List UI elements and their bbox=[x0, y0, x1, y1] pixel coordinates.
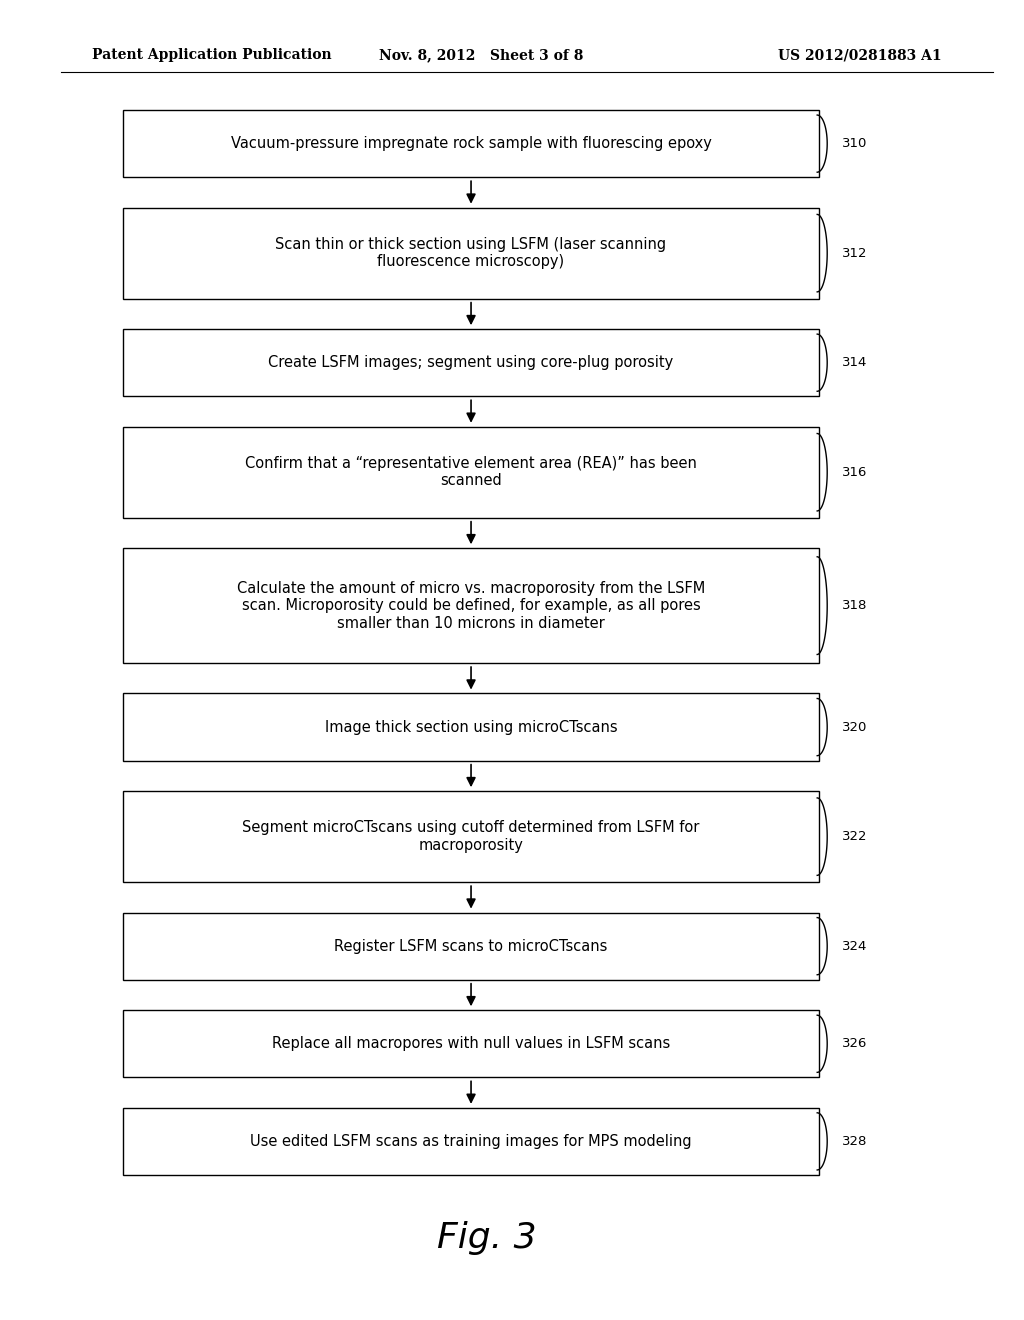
Text: US 2012/0281883 A1: US 2012/0281883 A1 bbox=[778, 48, 942, 62]
Text: 314: 314 bbox=[842, 356, 867, 370]
Text: 328: 328 bbox=[842, 1135, 867, 1148]
Bar bbox=[123, 1010, 819, 1077]
Bar bbox=[123, 426, 819, 517]
Text: Use edited LSFM scans as training images for MPS modeling: Use edited LSFM scans as training images… bbox=[250, 1134, 692, 1148]
Bar bbox=[123, 791, 819, 882]
Text: Fig. 3: Fig. 3 bbox=[436, 1221, 537, 1255]
Text: Segment microCTscans using cutoff determined from LSFM for
macroporosity: Segment microCTscans using cutoff determ… bbox=[243, 821, 699, 853]
Bar bbox=[123, 693, 819, 760]
Text: Vacuum-pressure impregnate rock sample with fluorescing epoxy: Vacuum-pressure impregnate rock sample w… bbox=[230, 136, 712, 150]
Text: Calculate the amount of micro vs. macroporosity from the LSFM
scan. Microporosit: Calculate the amount of micro vs. macrop… bbox=[237, 581, 706, 631]
Text: 318: 318 bbox=[842, 599, 867, 612]
Text: 322: 322 bbox=[842, 830, 867, 843]
Text: Register LSFM scans to microCTscans: Register LSFM scans to microCTscans bbox=[335, 939, 607, 953]
Bar bbox=[123, 912, 819, 979]
Text: Nov. 8, 2012   Sheet 3 of 8: Nov. 8, 2012 Sheet 3 of 8 bbox=[379, 48, 584, 62]
Bar bbox=[123, 110, 819, 177]
Bar bbox=[123, 207, 819, 298]
Text: 312: 312 bbox=[842, 247, 867, 260]
Text: 310: 310 bbox=[842, 137, 867, 150]
Text: 316: 316 bbox=[842, 466, 867, 479]
Bar bbox=[123, 548, 819, 663]
Bar bbox=[123, 1107, 819, 1175]
Text: Replace all macropores with null values in LSFM scans: Replace all macropores with null values … bbox=[272, 1036, 670, 1051]
Text: 320: 320 bbox=[842, 721, 867, 734]
Text: 324: 324 bbox=[842, 940, 867, 953]
Text: Create LSFM images; segment using core-plug porosity: Create LSFM images; segment using core-p… bbox=[268, 355, 674, 370]
Text: Patent Application Publication: Patent Application Publication bbox=[92, 48, 332, 62]
Text: Scan thin or thick section using LSFM (laser scanning
fluorescence microscopy): Scan thin or thick section using LSFM (l… bbox=[275, 238, 667, 269]
Text: 326: 326 bbox=[842, 1038, 867, 1051]
Text: Confirm that a “representative element area (REA)” has been
scanned: Confirm that a “representative element a… bbox=[245, 455, 697, 488]
Bar bbox=[123, 329, 819, 396]
Text: Image thick section using microCTscans: Image thick section using microCTscans bbox=[325, 719, 617, 735]
